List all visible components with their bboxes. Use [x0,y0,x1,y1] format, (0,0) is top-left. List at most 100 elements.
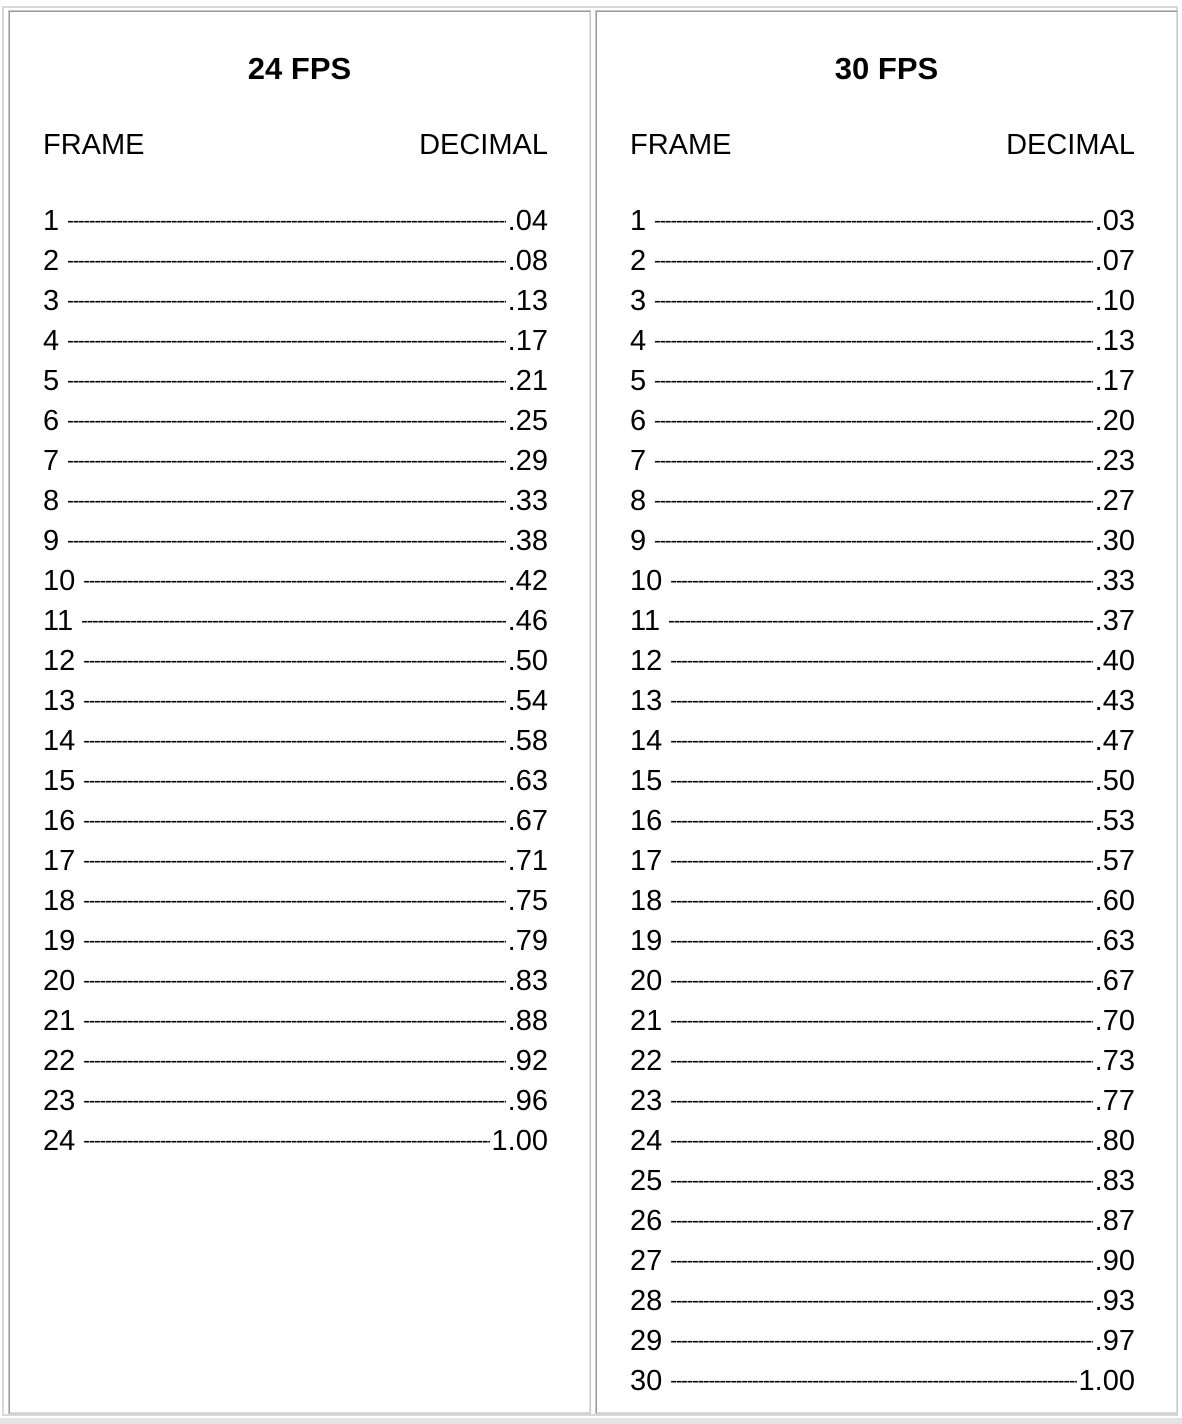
decimal-value: .71 [507,845,548,877]
frame-number: 7 [630,445,647,477]
table-row: 5 ---------------------------------------… [43,361,548,401]
frame-number: 25 [630,1165,663,1197]
dash-leader: ----------------------------------------… [654,210,1093,232]
table-row: 30 --------------------------------------… [630,1361,1135,1401]
table-row: 17 --------------------------------------… [43,841,548,881]
dash-leader: ----------------------------------------… [67,490,506,512]
dash-leader: ----------------------------------------… [670,1090,1092,1112]
frame-number: 6 [43,405,60,437]
frame-number: 30 [630,1365,663,1397]
dash-leader: ----------------------------------------… [83,930,505,952]
dash-leader: ----------------------------------------… [67,370,506,392]
frame-number: 16 [630,805,663,837]
frame-number: 14 [630,725,663,757]
decimal-value: .57 [1094,845,1135,877]
table-row: 14 --------------------------------------… [630,721,1135,761]
frame-number: 12 [630,645,663,677]
table-30fps: 30 FPS FRAME DECIMAL 1 ------------------… [595,10,1178,1414]
bottom-edge [0,1418,1182,1424]
decimal-value: .10 [1094,285,1135,317]
dash-leader: ----------------------------------------… [670,1330,1092,1352]
frame-header: FRAME [43,129,145,161]
frame-rows: 1 ---------------------------------------… [630,201,1135,1401]
decimal-header: DECIMAL [1006,129,1135,161]
dash-leader: ----------------------------------------… [670,1210,1092,1232]
table-row: 25 --------------------------------------… [630,1161,1135,1201]
decimal-value: .27 [1094,485,1135,517]
frame-number: 17 [43,845,76,877]
dash-leader: ----------------------------------------… [654,330,1093,352]
table-row: 13 --------------------------------------… [630,681,1135,721]
decimal-value: .47 [1094,725,1135,757]
table-row: 20 --------------------------------------… [43,961,548,1001]
table-row: 2 ---------------------------------------… [630,241,1135,281]
table-row: 1 ---------------------------------------… [43,201,548,241]
table-row: 23 --------------------------------------… [43,1081,548,1121]
dash-leader: ----------------------------------------… [654,370,1093,392]
dash-leader: ----------------------------------------… [67,210,506,232]
decimal-value: .38 [507,525,548,557]
table-row: 16 --------------------------------------… [43,801,548,841]
table-row: 9 ---------------------------------------… [630,521,1135,561]
frame-number: 8 [43,485,60,517]
decimal-value: .37 [1094,605,1135,637]
frame-number: 14 [43,725,76,757]
decimal-value: .13 [507,285,548,317]
frame-number: 13 [43,685,76,717]
decimal-value: .97 [1094,1325,1135,1357]
dash-leader: ----------------------------------------… [670,850,1092,872]
table-row: 20 --------------------------------------… [630,961,1135,1001]
table-row: 6 ---------------------------------------… [630,401,1135,441]
decimal-value: .43 [1094,685,1135,717]
table-row: 27 --------------------------------------… [630,1241,1135,1281]
column-headers: FRAME DECIMAL [43,129,548,162]
table-row: 24 --------------------------------------… [630,1121,1135,1161]
frame-number: 11 [43,605,74,637]
frame-number: 2 [630,245,647,277]
dash-leader: ----------------------------------------… [670,770,1092,792]
decimal-value: .90 [1094,1245,1135,1277]
dash-leader: ----------------------------------------… [668,610,1093,632]
table-row: 10 --------------------------------------… [43,561,548,601]
dash-leader: ----------------------------------------… [670,1370,1077,1392]
table-row: 19 --------------------------------------… [43,921,548,961]
frame-number: 24 [630,1125,663,1157]
table-row: 7 ---------------------------------------… [43,441,548,481]
dash-leader: ----------------------------------------… [670,1050,1092,1072]
dash-leader: ----------------------------------------… [654,490,1093,512]
frame-number: 9 [43,525,60,557]
frame-number: 11 [630,605,661,637]
dash-leader: ----------------------------------------… [67,250,506,272]
dash-leader: ----------------------------------------… [670,1290,1092,1312]
frame-number: 12 [43,645,76,677]
decimal-value: .79 [507,925,548,957]
decimal-value: .60 [1094,885,1135,917]
frame-number: 1 [43,205,60,237]
decimal-value: .80 [1094,1125,1135,1157]
frame-number: 4 [43,325,60,357]
decimal-value: .54 [507,685,548,717]
decimal-value: .67 [507,805,548,837]
dash-leader: ----------------------------------------… [654,450,1093,472]
frame-number: 27 [630,1245,663,1277]
dash-leader: ----------------------------------------… [670,690,1092,712]
dash-leader: ----------------------------------------… [83,890,505,912]
frame-number: 3 [43,285,60,317]
table-row: 23 --------------------------------------… [630,1081,1135,1121]
decimal-value: .40 [1094,645,1135,677]
dash-leader: ----------------------------------------… [654,410,1093,432]
decimal-value: .29 [507,445,548,477]
dash-leader: ----------------------------------------… [67,530,506,552]
frame-number: 8 [630,485,647,517]
dash-leader: ----------------------------------------… [654,290,1093,312]
dash-leader: ----------------------------------------… [670,1170,1092,1192]
table-row: 24 --------------------------------------… [43,1121,548,1161]
decimal-value: .13 [1094,325,1135,357]
decimal-value: .93 [1094,1285,1135,1317]
decimal-value: .17 [507,325,548,357]
table-row: 16 --------------------------------------… [630,801,1135,841]
table-row: 9 ---------------------------------------… [43,521,548,561]
decimal-value: .73 [1094,1045,1135,1077]
dash-leader: ----------------------------------------… [83,1050,505,1072]
dash-leader: ----------------------------------------… [670,1250,1092,1272]
